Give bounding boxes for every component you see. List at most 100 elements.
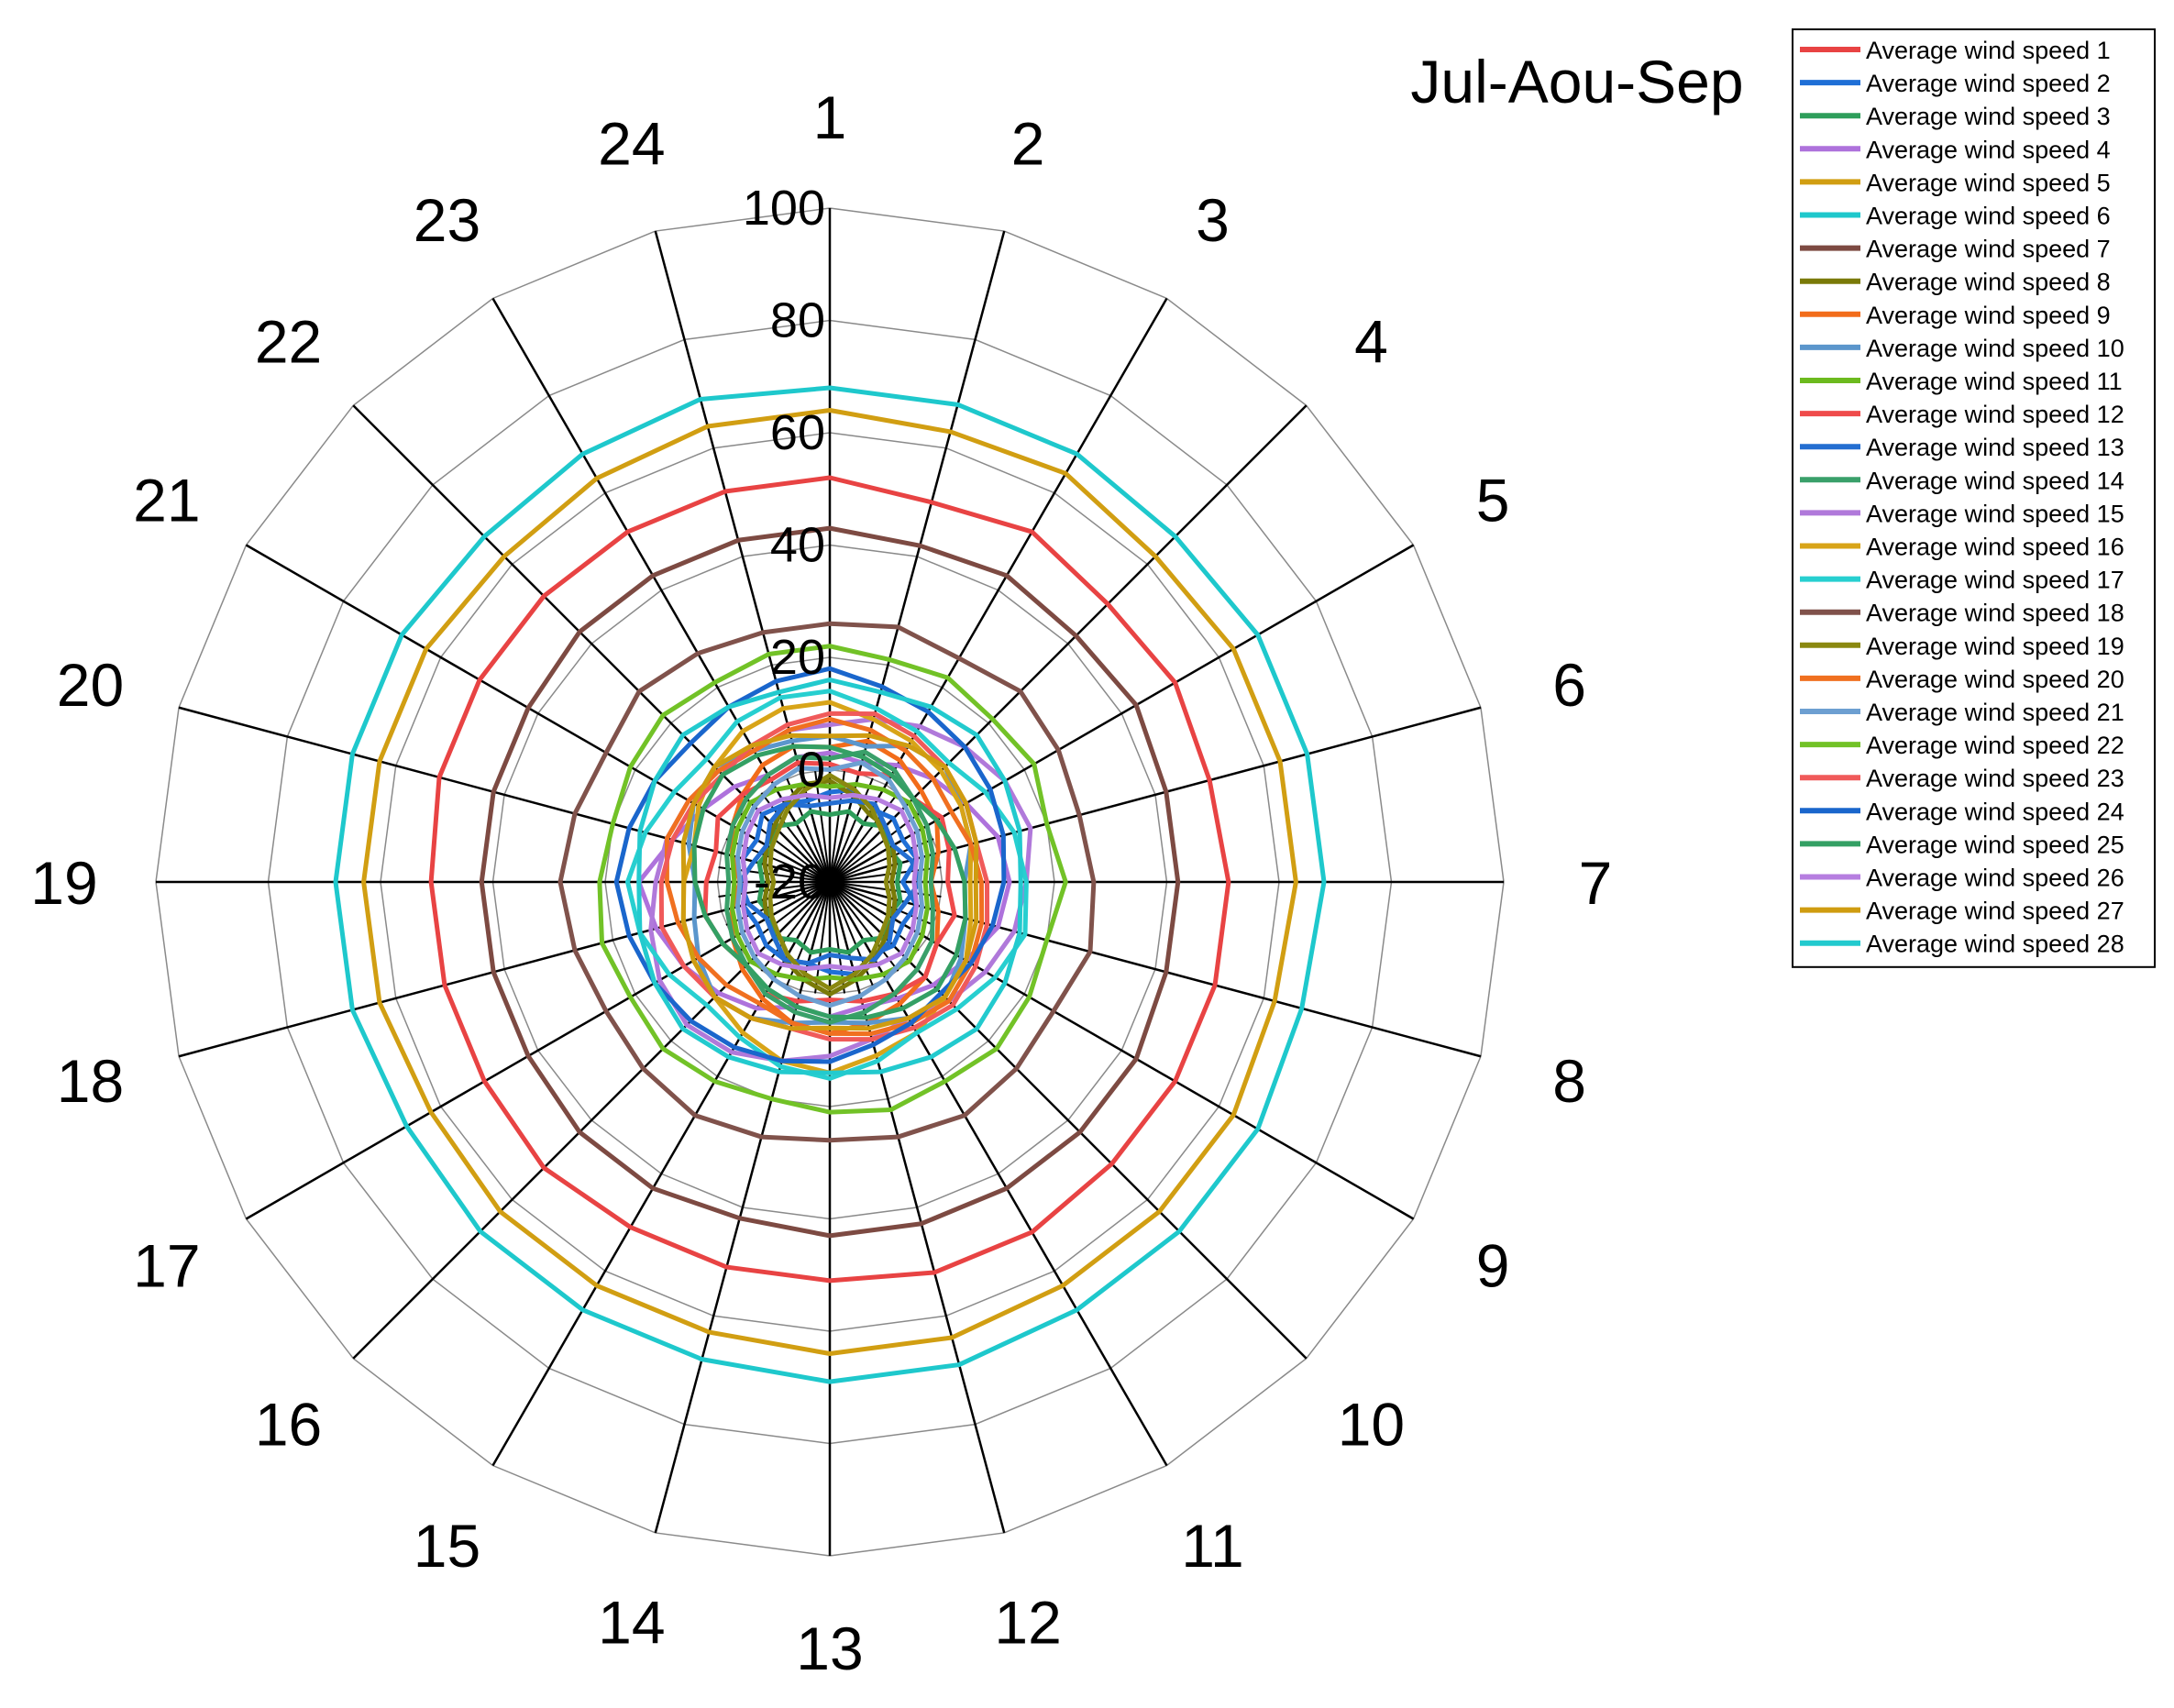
category-label-10: 10 <box>1338 1390 1405 1458</box>
legend-entry-13: Average wind speed 13 <box>1866 434 2124 461</box>
category-label-7: 7 <box>1579 849 1613 917</box>
minor-spoke <box>760 881 831 972</box>
spoke-20 <box>178 706 831 884</box>
category-label-16: 16 <box>255 1390 322 1458</box>
legend-entry-15: Average wind speed 15 <box>1866 500 2124 527</box>
series-line-20 <box>664 716 985 1037</box>
legend-entry-21: Average wind speed 21 <box>1866 699 2124 726</box>
tick-label: 60 <box>770 405 825 460</box>
series-line-19 <box>767 773 892 991</box>
legend-entry-20: Average wind speed 20 <box>1866 666 2124 693</box>
series-line-28 <box>636 678 1023 1075</box>
legend-entry-1: Average wind speed 1 <box>1866 37 2111 64</box>
legend-entry-5: Average wind speed 5 <box>1866 169 2111 196</box>
legend-entry-16: Average wind speed 16 <box>1866 534 2124 561</box>
category-label-21: 21 <box>133 467 200 534</box>
tick-label: 0 <box>798 743 825 798</box>
spoke-14 <box>654 881 832 1534</box>
legend-entry-14: Average wind speed 14 <box>1866 467 2124 494</box>
category-label-12: 12 <box>994 1589 1061 1657</box>
minor-spoke <box>740 812 831 883</box>
tick-label: -20 <box>754 854 825 909</box>
series-line-2 <box>740 787 920 977</box>
category-label-1: 1 <box>813 83 847 151</box>
category-label-8: 8 <box>1552 1047 1586 1115</box>
series-line-18 <box>557 621 1097 1143</box>
legend-entry-12: Average wind speed 12 <box>1866 401 2124 428</box>
legend-entry-18: Average wind speed 18 <box>1866 600 2124 627</box>
category-label-11: 11 <box>1181 1512 1244 1580</box>
series-line-12 <box>702 760 957 1004</box>
category-label-13: 13 <box>796 1614 863 1682</box>
radial-tick-labels: -20 0 20 40 60 80 100 <box>743 181 825 909</box>
legend-entry-3: Average wind speed 3 <box>1866 103 2111 130</box>
minor-spoke <box>829 792 899 883</box>
spoke-12 <box>828 881 1006 1534</box>
category-label-3: 3 <box>1196 186 1230 254</box>
series-line-1 <box>428 475 1231 1284</box>
series-line-11 <box>730 782 930 982</box>
series-line-22 <box>597 644 1068 1115</box>
series-line-27 <box>680 733 979 1031</box>
minor-spoke <box>829 881 899 972</box>
series-line-26 <box>740 792 920 972</box>
tick-label: 80 <box>770 293 825 348</box>
legend-entry-4: Average wind speed 4 <box>1866 136 2111 163</box>
legend-entry-17: Average wind speed 17 <box>1866 567 2124 594</box>
spoke-9 <box>829 880 1415 1220</box>
minor-spoke <box>814 770 831 883</box>
category-label-6: 6 <box>1552 651 1586 719</box>
category-label-17: 17 <box>133 1232 200 1300</box>
spoke-23 <box>491 297 832 883</box>
series-line-6 <box>333 385 1327 1384</box>
category-label-22: 22 <box>255 308 322 376</box>
legend-entry-26: Average wind speed 26 <box>1866 865 2124 892</box>
category-label-4: 4 <box>1354 308 1388 376</box>
legend-entry-23: Average wind speed 23 <box>1866 765 2124 792</box>
category-label-2: 2 <box>1011 109 1045 177</box>
category-label-9: 9 <box>1476 1232 1510 1300</box>
minor-spoke <box>829 881 920 952</box>
category-label-5: 5 <box>1476 467 1510 534</box>
category-label-19: 19 <box>30 849 97 917</box>
legend-entry-22: Average wind speed 22 <box>1866 732 2124 759</box>
legend-entry-11: Average wind speed 11 <box>1866 368 2123 395</box>
spoke-15 <box>491 881 832 1467</box>
minor-spoke <box>829 812 920 883</box>
series-line-5 <box>361 408 1298 1356</box>
legend-entry-10: Average wind speed 10 <box>1866 335 2124 362</box>
legend-entry-28: Average wind speed 28 <box>1866 931 2124 958</box>
spoke-24 <box>654 230 832 883</box>
legend-entry-7: Average wind speed 7 <box>1866 236 2111 263</box>
series-line-7 <box>479 525 1181 1239</box>
category-label-23: 23 <box>414 186 480 254</box>
legend-entry-19: Average wind speed 19 <box>1866 633 2124 660</box>
legend-entry-24: Average wind speed 24 <box>1866 798 2124 825</box>
tick-label: 40 <box>770 518 825 573</box>
legend-entry-25: Average wind speed 25 <box>1866 831 2124 858</box>
legend-entry-9: Average wind speed 9 <box>1866 302 2111 329</box>
series-line-25 <box>691 744 968 1020</box>
legend-entry-8: Average wind speed 8 <box>1866 269 2111 296</box>
tick-label: 20 <box>770 630 825 685</box>
category-label-18: 18 <box>57 1047 124 1115</box>
spoke-18 <box>178 880 831 1058</box>
category-label-15: 15 <box>414 1512 480 1580</box>
minor-spoke <box>740 881 831 952</box>
series-line-14 <box>724 749 935 1025</box>
legend-entry-6: Average wind speed 6 <box>1866 203 2111 230</box>
series-line-13 <box>737 798 922 966</box>
category-label-24: 24 <box>598 109 665 177</box>
radar-series <box>333 385 1327 1384</box>
legend-entry-27: Average wind speed 27 <box>1866 898 2124 925</box>
series-line-21 <box>734 760 925 1008</box>
chart-title: Jul-Aou-Sep <box>1410 48 1743 116</box>
legend-entry-2: Average wind speed 2 <box>1866 70 2111 97</box>
minor-spoke <box>814 881 831 994</box>
category-label-14: 14 <box>598 1589 665 1657</box>
category-label-20: 20 <box>57 651 124 719</box>
series-line-17 <box>625 689 1029 1081</box>
legend: Average wind speed 1 Average wind speed 2… <box>1792 28 2156 968</box>
